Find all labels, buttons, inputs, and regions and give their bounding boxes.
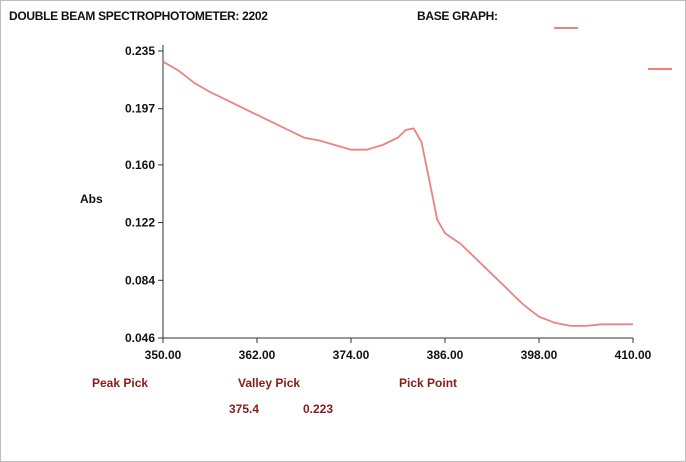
series-point <box>428 179 430 181</box>
series-point <box>287 129 289 131</box>
series-point <box>256 114 258 116</box>
valley-wavelength-value: 375.4 <box>229 402 260 416</box>
series-point <box>538 316 540 318</box>
y-tick-label: 0.160 <box>125 158 155 172</box>
base-graph-label: BASE GRAPH: <box>417 9 498 23</box>
series-point <box>366 149 368 151</box>
series-point <box>162 61 164 63</box>
series-point <box>491 273 493 275</box>
series-point <box>554 322 556 324</box>
x-tick-label: 386.00 <box>427 348 464 362</box>
x-tick-label: 374.00 <box>333 348 370 362</box>
series-point <box>444 232 446 234</box>
x-tick-label: 350.00 <box>145 348 182 362</box>
y-tick-label: 0.046 <box>125 331 155 345</box>
valley-abs-value: 0.223 <box>303 402 334 416</box>
y-tick-label: 0.197 <box>125 102 155 116</box>
peak-pick-label: Peak Pick <box>92 376 149 390</box>
series-point <box>413 127 415 129</box>
series-point <box>569 325 571 327</box>
series-point <box>507 288 509 290</box>
y-tick-label: 0.235 <box>125 44 155 58</box>
series-point <box>193 82 195 84</box>
series-point <box>436 219 438 221</box>
series-point <box>240 106 242 108</box>
y-tick-label: 0.084 <box>125 273 155 287</box>
series-point <box>272 121 274 123</box>
series-point <box>421 141 423 143</box>
series-point <box>632 323 634 325</box>
instrument-title: DOUBLE BEAM SPECTROPHOTOMETER: 2202 <box>9 9 268 23</box>
series-point <box>350 149 352 151</box>
series-point <box>303 137 305 139</box>
valley-pick-label: Valley Pick <box>238 376 301 390</box>
x-tick-label: 398.00 <box>521 348 558 362</box>
series-point <box>225 99 227 101</box>
series-point <box>585 325 587 327</box>
series-point <box>319 140 321 142</box>
x-tick-label: 410.00 <box>615 348 652 362</box>
series-point <box>522 304 524 306</box>
pick-point-label: Pick Point <box>399 376 458 390</box>
series-point <box>397 137 399 139</box>
series-point <box>178 70 180 72</box>
series-point <box>475 258 477 260</box>
series-point <box>616 323 618 325</box>
y-tick-label: 0.122 <box>125 216 155 230</box>
x-tick-label: 362.00 <box>239 348 276 362</box>
absorbance-series-line <box>162 60 633 327</box>
series-point <box>334 144 336 146</box>
series-point <box>405 129 407 131</box>
series-point <box>209 91 211 93</box>
y-axis-label: Abs <box>80 192 103 206</box>
series-point <box>601 323 603 325</box>
series-point <box>460 243 462 245</box>
x-axis: 350.00 362.00 374.00 386.00 398.00 410.00 <box>145 337 652 362</box>
y-axis: 0.235 0.197 0.160 0.122 0.084 0.046 <box>125 44 164 345</box>
series-point <box>381 144 383 146</box>
